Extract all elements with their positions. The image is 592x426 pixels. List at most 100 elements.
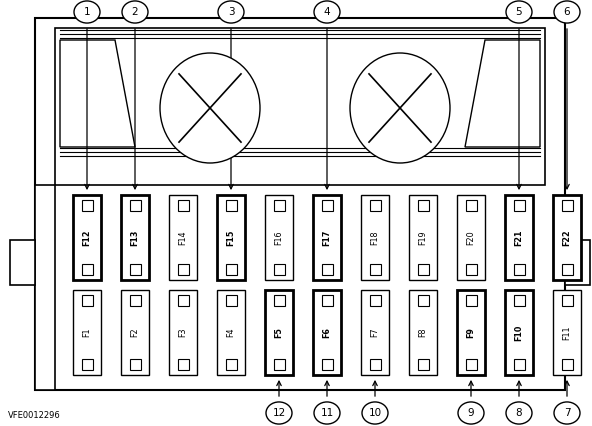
Ellipse shape: [554, 1, 580, 23]
Text: F18: F18: [371, 230, 379, 245]
Ellipse shape: [362, 402, 388, 424]
Ellipse shape: [314, 402, 340, 424]
Bar: [417, 359, 429, 370]
Bar: [513, 359, 525, 370]
Bar: [130, 295, 140, 306]
Text: F5: F5: [275, 327, 284, 338]
Bar: [178, 264, 188, 275]
Bar: [565, 240, 590, 285]
Bar: [82, 295, 92, 306]
Bar: [217, 290, 245, 375]
Bar: [465, 264, 477, 275]
Bar: [561, 359, 572, 370]
Bar: [457, 290, 485, 375]
Bar: [274, 264, 285, 275]
Bar: [361, 290, 389, 375]
Text: 2: 2: [131, 7, 139, 17]
Text: VFE0012296: VFE0012296: [8, 411, 61, 420]
Bar: [169, 290, 197, 375]
Text: F12: F12: [82, 229, 92, 246]
Bar: [369, 359, 381, 370]
Text: F3: F3: [179, 328, 188, 337]
Text: 12: 12: [272, 408, 285, 418]
Bar: [553, 290, 581, 375]
Bar: [226, 295, 236, 306]
Ellipse shape: [266, 402, 292, 424]
Text: F6: F6: [323, 327, 332, 338]
Bar: [561, 200, 572, 211]
Bar: [73, 290, 101, 375]
Bar: [361, 195, 389, 280]
Text: F11: F11: [562, 325, 571, 340]
Bar: [178, 359, 188, 370]
Bar: [130, 200, 140, 211]
Text: F9: F9: [466, 327, 475, 338]
Bar: [10, 240, 35, 285]
Bar: [369, 295, 381, 306]
Bar: [35, 185, 55, 390]
Text: F19: F19: [419, 230, 427, 245]
Bar: [321, 200, 333, 211]
Bar: [513, 200, 525, 211]
Text: F17: F17: [323, 229, 332, 246]
Bar: [465, 295, 477, 306]
Bar: [313, 290, 341, 375]
Bar: [553, 195, 581, 280]
Text: F16: F16: [275, 230, 284, 245]
Bar: [265, 195, 293, 280]
Bar: [82, 200, 92, 211]
Ellipse shape: [506, 402, 532, 424]
Bar: [513, 295, 525, 306]
Bar: [226, 359, 236, 370]
Bar: [121, 195, 149, 280]
Text: 5: 5: [516, 7, 522, 17]
Bar: [226, 264, 236, 275]
Bar: [465, 200, 477, 211]
Bar: [409, 195, 437, 280]
Bar: [321, 264, 333, 275]
Text: F10: F10: [514, 324, 523, 341]
Text: F4: F4: [227, 328, 236, 337]
Bar: [274, 200, 285, 211]
Bar: [226, 200, 236, 211]
Bar: [409, 290, 437, 375]
Bar: [130, 359, 140, 370]
Ellipse shape: [506, 1, 532, 23]
Bar: [130, 264, 140, 275]
Bar: [417, 295, 429, 306]
Bar: [505, 195, 533, 280]
Bar: [369, 264, 381, 275]
Bar: [417, 200, 429, 211]
Bar: [178, 295, 188, 306]
Text: F20: F20: [466, 230, 475, 245]
Text: 1: 1: [83, 7, 91, 17]
Ellipse shape: [160, 53, 260, 163]
Text: 8: 8: [516, 408, 522, 418]
Text: 7: 7: [564, 408, 570, 418]
Bar: [178, 200, 188, 211]
Bar: [513, 264, 525, 275]
Bar: [82, 359, 92, 370]
Bar: [169, 195, 197, 280]
Text: F14: F14: [179, 230, 188, 245]
Bar: [321, 295, 333, 306]
Bar: [274, 359, 285, 370]
Ellipse shape: [350, 53, 450, 163]
Text: F2: F2: [130, 328, 140, 337]
Bar: [217, 195, 245, 280]
Ellipse shape: [122, 1, 148, 23]
Bar: [465, 359, 477, 370]
Text: 6: 6: [564, 7, 570, 17]
Ellipse shape: [314, 1, 340, 23]
Ellipse shape: [554, 402, 580, 424]
Text: F15: F15: [227, 229, 236, 246]
Bar: [369, 200, 381, 211]
Text: F21: F21: [514, 229, 523, 246]
Bar: [265, 290, 293, 375]
Text: 9: 9: [468, 408, 474, 418]
Text: 4: 4: [324, 7, 330, 17]
Ellipse shape: [458, 402, 484, 424]
Bar: [274, 295, 285, 306]
Text: F1: F1: [82, 328, 92, 337]
Bar: [82, 264, 92, 275]
